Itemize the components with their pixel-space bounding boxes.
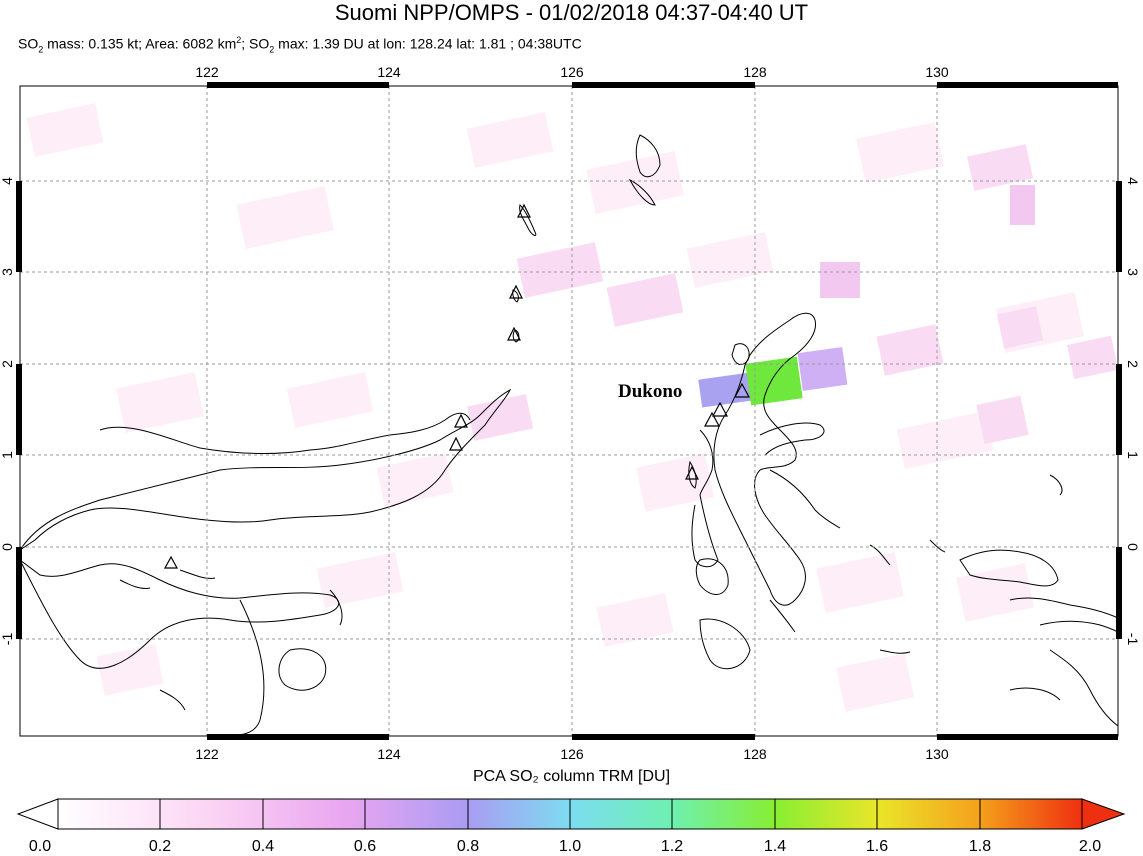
colorbar-label: 0.0 [28,838,52,855]
lat-tick-label: -1 [0,633,15,646]
lat-tick-label: 1 [0,451,15,459]
map-frame [16,82,1122,740]
volcano-marker [509,284,523,299]
so2-pixels [26,103,1118,712]
lat-tick-label: 2 [0,360,15,368]
lon-tick-label: 126 [560,746,584,762]
colorbar-label: 0.2 [148,838,172,855]
volcano-marker [703,411,721,427]
colorbar [16,798,1126,830]
so2-pixel-low [698,372,754,408]
lon-tick-label: 128 [743,64,767,80]
figure-title: Suomi NPP/OMPS - 01/02/2018 04:37-04:40 … [334,0,809,25]
lon-tick-label: 126 [560,64,584,80]
volcano-marker [163,555,179,569]
lon-tick-label: 130 [925,64,949,80]
lon-tick-label: 128 [743,746,767,762]
colorbar-label: 1.8 [968,838,992,855]
subtitle-sub: 2 [38,44,44,55]
colorbar-label: 2.0 [1078,838,1102,855]
subtitle-so2-prefix: SO [18,35,39,52]
lat-tick-label: 3 [0,268,15,276]
volcano-marker-dukono [733,382,751,398]
colorbar-over-arrow [1081,798,1126,830]
lon-ticks-bottom: 122 124 126 128 130 [195,746,949,762]
subtitle-max: max: 1.39 DU at lon: 128.24 lat: 1.81 ; … [274,35,582,52]
volcano-marker [517,203,531,218]
colorbar-label: 1.4 [763,838,787,855]
lon-tick-label: 130 [925,746,949,762]
colorbar-label: 0.6 [353,838,377,855]
lat-tick-label: 4 [1125,177,1141,185]
lat-ticks-right: 4 3 2 1 0 -1 [1125,177,1141,645]
gridlines [20,86,1118,736]
so2-pixel-max [745,356,803,406]
lat-tick-label: 0 [0,543,15,551]
lat-tick-label: 3 [1125,268,1141,276]
so2-pixel-mid [797,346,848,391]
colorbar-label: 0.8 [456,838,480,855]
colorbar-label: 0.4 [251,838,275,855]
volcano-marker [685,465,699,480]
volcano-label: Dukono [618,381,682,402]
colorbar-under-arrow [16,798,59,830]
lat-tick-label: 1 [1125,451,1141,459]
colorbar-label: 1.6 [865,838,889,855]
volcano-marker [711,401,729,417]
lon-tick-label: 122 [195,746,219,762]
lon-tick-label: 124 [377,64,401,80]
map-panel [20,86,1118,736]
lat-tick-label: -1 [1125,633,1141,646]
figure-subtitle: SO2 mass: 0.135 kt; Area: 6082 km2; SO2 … [18,35,582,54]
colorbar-label: 1.2 [660,838,684,855]
volcano-marker [454,413,468,428]
lat-tick-label: 4 [0,177,15,185]
lon-tick-label: 124 [377,746,401,762]
volcano-markers [163,203,751,569]
lon-ticks-top: 122 124 126 128 130 [195,64,949,80]
lat-ticks-left: 4 3 2 1 0 -1 [0,177,15,645]
colorbar-title: PCA SO₂ column TRM [DU] [472,768,671,785]
lat-tick-label: 2 [1125,360,1141,368]
subtitle-sup: 2 [236,35,242,45]
volcano-marker [449,436,463,451]
colorbar-label: 1.0 [558,838,582,855]
lon-tick-label: 122 [195,64,219,80]
lat-tick-label: 0 [1125,543,1141,551]
volcano-marker [507,326,521,341]
subtitle-mass-area: mass: 0.135 kt; Area: 6082 km [43,35,237,52]
subtitle-sub: 2 [269,44,275,55]
subtitle-so2-mid: ; SO [241,35,270,52]
